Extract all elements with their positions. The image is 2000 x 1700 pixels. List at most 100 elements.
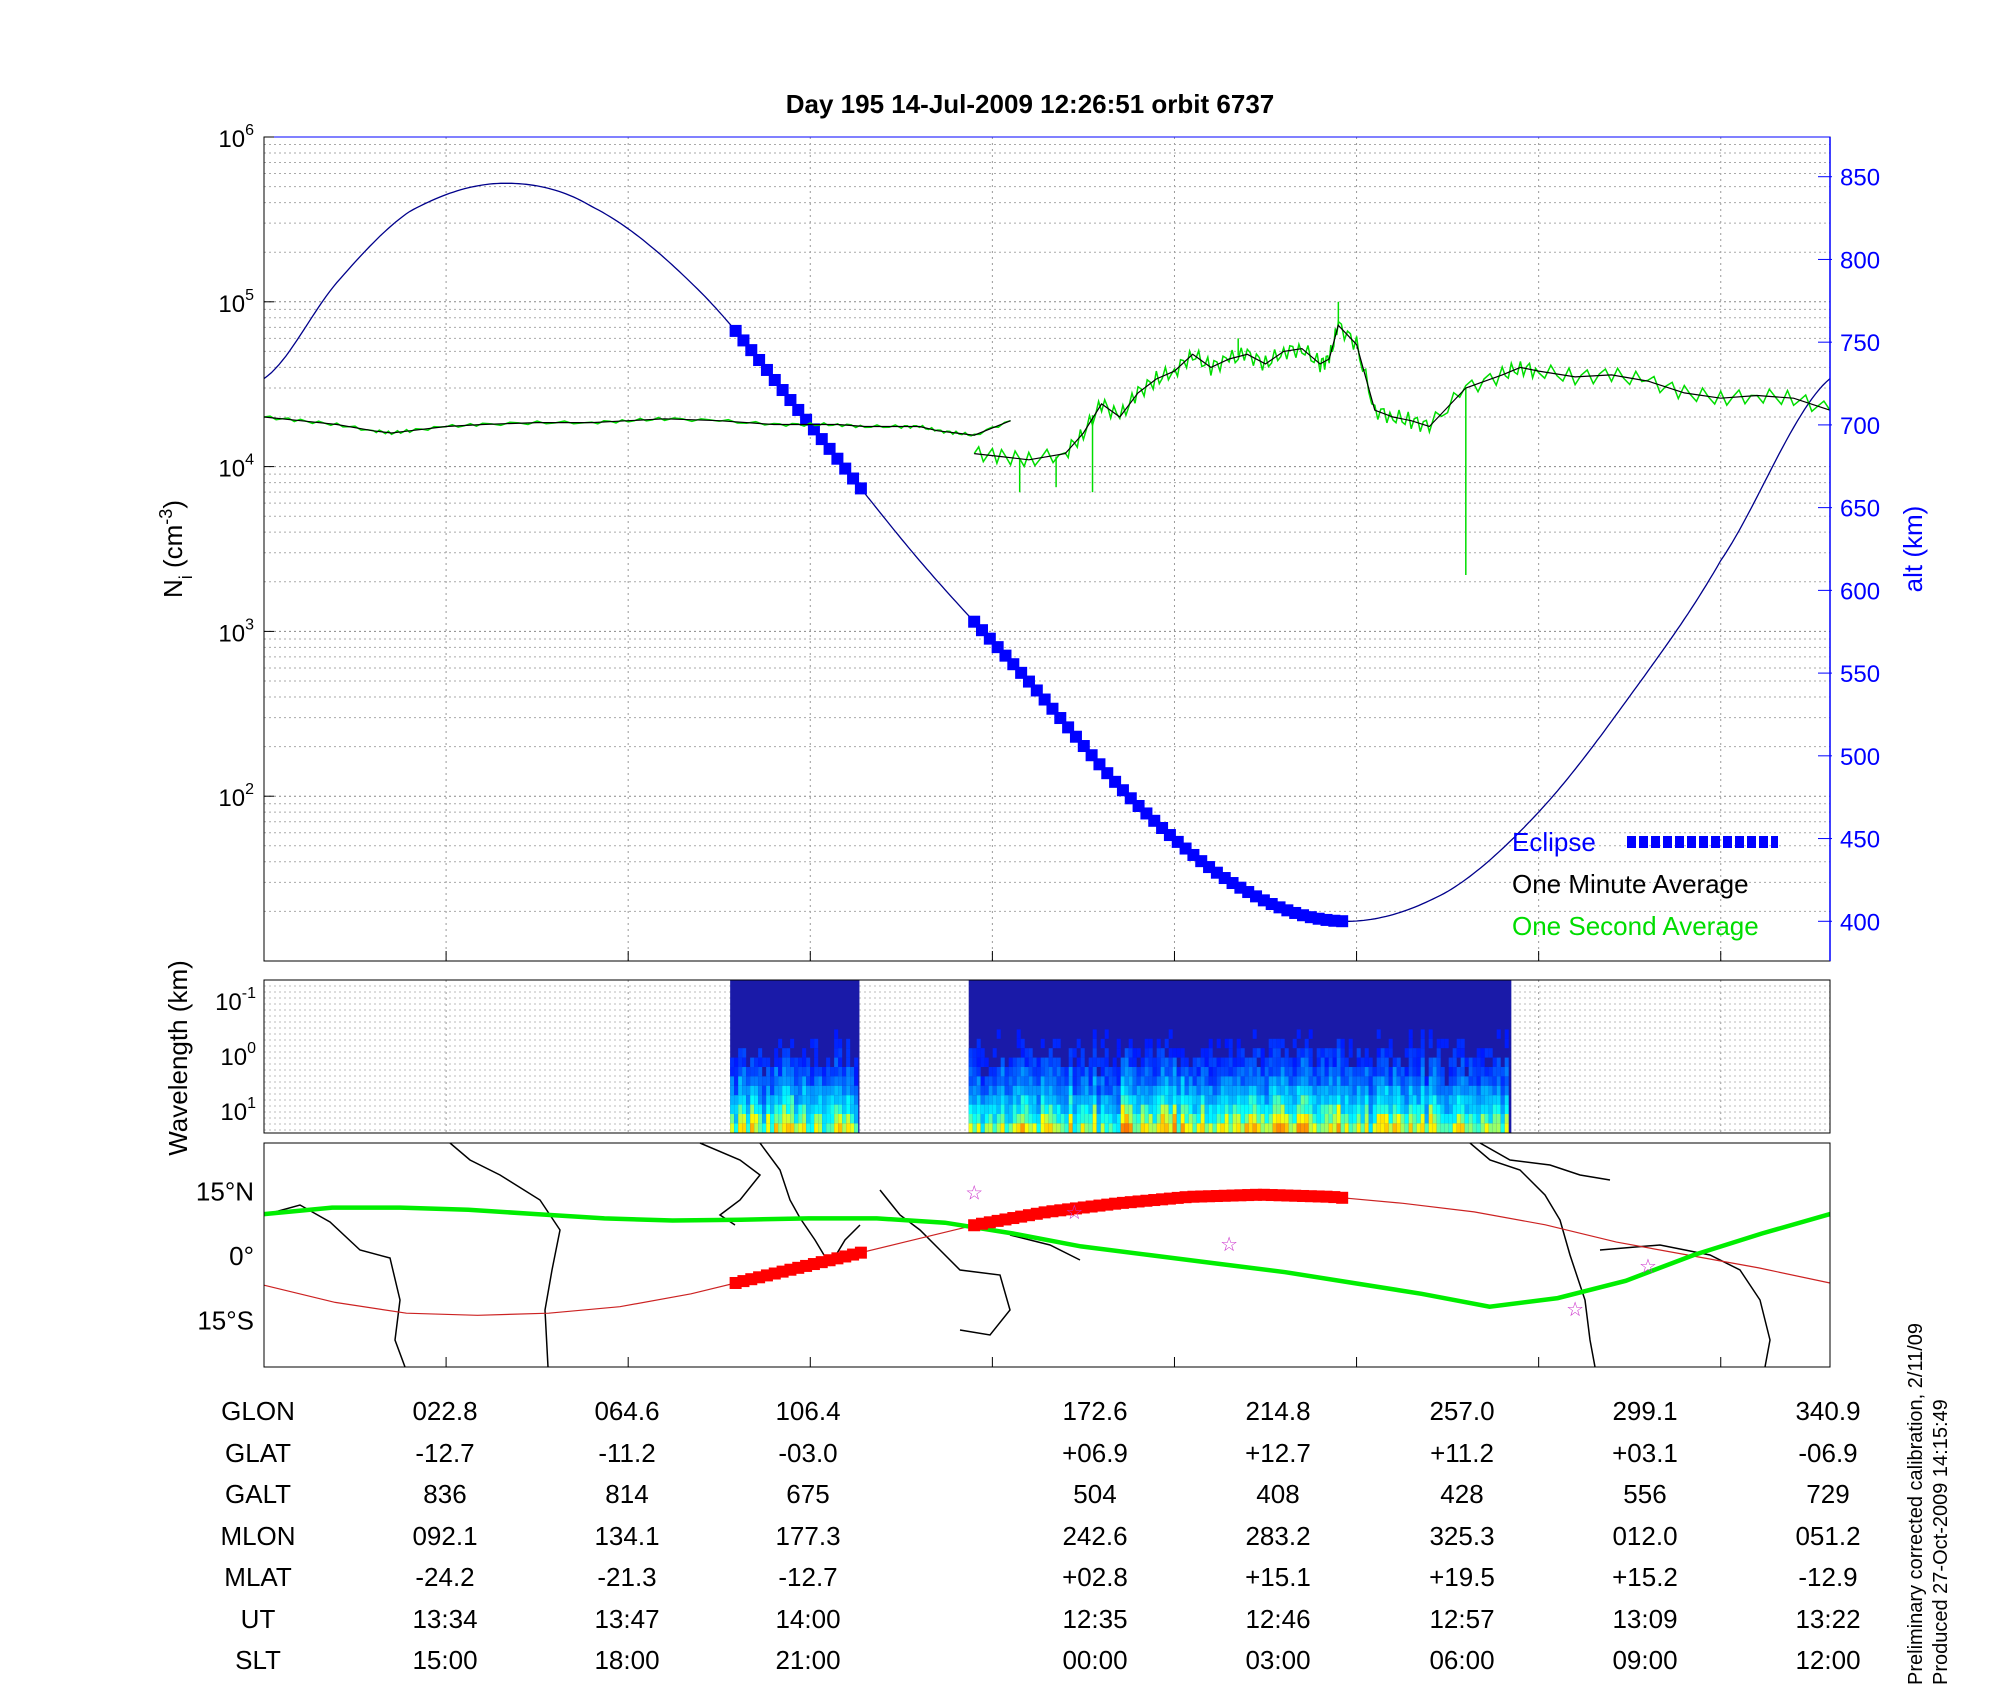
spectrogram-cell [1472,1114,1477,1124]
spectrogram-cell [742,1057,747,1067]
spectrogram-cell [1260,1085,1265,1096]
spectrogram-cell [1416,1048,1421,1058]
tick-base: 10 [218,456,245,483]
spectrogram-cell [1308,1095,1313,1105]
spectrogram-cell [1472,1123,1477,1133]
spectrogram-cell [1372,1104,1377,1114]
spectrogram-cell [1432,1076,1437,1086]
spectrogram-cell [1504,1085,1509,1096]
spectrogram-cell [1340,1095,1345,1105]
spectrogram-cell [1088,1076,1093,1086]
spectrogram-cell [1468,1123,1473,1133]
spectrogram-cell [1392,1076,1397,1086]
spectrogram-cell [1000,1104,1005,1114]
spectrogram-cell [1280,1104,1285,1114]
spectrogram-cell [1396,1114,1401,1124]
spectrogram-cell [1052,1038,1057,1049]
spectrogram-cell [1176,1048,1181,1058]
spectrogram-cell [984,1123,989,1133]
spectrogram-cell [1240,1114,1245,1124]
map-stars-layer: ☆☆☆☆☆ [965,1183,1657,1321]
spectrogram-cell [972,1114,977,1124]
spectrogram-cell [1480,1085,1485,1096]
spectrogram-cell [1484,1104,1489,1114]
spectrogram-cell [798,1114,803,1124]
spectrogram-cell [1216,1114,1221,1124]
spectrogram-cell [984,1095,989,1105]
spectrogram-cell [1084,1104,1089,1114]
spectrogram-cell [1416,1057,1421,1067]
spectrogram-cell [1456,1067,1461,1077]
spectrogram-cell [1060,1104,1065,1114]
spectrogram-cell [1060,1114,1065,1124]
spectrogram-cell [1428,1038,1433,1049]
spectrogram-cell [1056,1085,1061,1096]
spectrogram-cell [1304,1048,1309,1058]
spectrogram-cell [1272,1038,1277,1049]
spectrogram-cell [730,1076,735,1086]
spectrogram-cell [1372,1076,1377,1086]
spectrogram-cell [1032,1076,1037,1086]
spectrogram-cell [1268,1085,1273,1096]
spectrogram-cell [742,1095,747,1105]
spectrogram-cell [834,1067,839,1077]
spectrogram-cell [1056,1104,1061,1114]
spectrogram-cell [980,1095,985,1105]
eclipse-marker [1046,702,1059,715]
spectrogram-cell [1432,1057,1437,1067]
spectrogram-cell [850,1104,855,1114]
spectrogram-cell [838,1048,843,1058]
spectrogram-cell [774,1067,779,1077]
spectrogram-cell [1400,1067,1405,1077]
spectrogram-cell [1204,1067,1209,1077]
spectrogram-cell [1336,1076,1341,1086]
map-y-tick-label: 0° [229,1241,254,1271]
spectrogram-cell [1384,1057,1389,1067]
eclipse-marker [737,334,750,347]
spectrogram-cell [1388,1095,1393,1105]
spectrogram-cell [1156,1095,1161,1105]
spectrogram-cell [1460,1104,1465,1114]
spectrogram-cell [1324,1076,1329,1086]
spectrogram-cell [1288,1057,1293,1067]
spectrogram-cell [758,1057,763,1067]
spectrogram-cell [1276,1095,1281,1105]
spectrogram-cell [1344,1067,1349,1077]
spectrogram-cell [968,1067,973,1077]
spectrogram-cell [1068,1067,1073,1077]
spectrogram-cell [738,1104,743,1114]
spectrogram-cell [1212,1076,1217,1086]
spectrogram-cell [1208,1095,1213,1105]
spectrogram-cell [1292,1095,1297,1105]
spectrogram-cell [1020,1038,1025,1049]
wavelength-y-tick-label: 10-1 [215,985,256,1016]
spectrogram-cell [1432,1085,1437,1096]
spectrogram-cell [1048,1104,1053,1114]
spectrogram-cell [782,1095,787,1105]
coastline [1469,1142,1596,1368]
eclipse-marker [753,353,766,366]
spectrogram-cell [1312,1123,1317,1133]
spectrogram-cell [1228,1048,1233,1058]
spectrogram-cell [786,1067,791,1077]
spectrogram-cell [1004,1067,1009,1077]
spectrogram-cell [826,1076,831,1086]
spectrogram-cell [798,1104,803,1114]
spectrogram-cell [1316,1123,1321,1133]
spectrogram-cell [1348,1114,1353,1124]
spectrogram-cell [984,1057,989,1067]
spectrogram-cell [746,1114,751,1124]
spectrogram-cell [802,1114,807,1124]
spectrogram-cell [826,1067,831,1077]
spectrogram-cell [1156,1085,1161,1096]
spectrogram-cell [810,1067,815,1077]
spectrogram-cell [1364,1076,1369,1086]
spectrogram-cell [1260,1076,1265,1086]
spectrogram-cell [1344,1123,1349,1133]
spectrogram-cell [1120,1057,1125,1067]
spectrogram-cell [980,1123,985,1133]
spectrogram-cell [850,1095,855,1105]
spectrogram-cell [1012,1067,1017,1077]
spectrogram-cell [1256,1114,1261,1124]
